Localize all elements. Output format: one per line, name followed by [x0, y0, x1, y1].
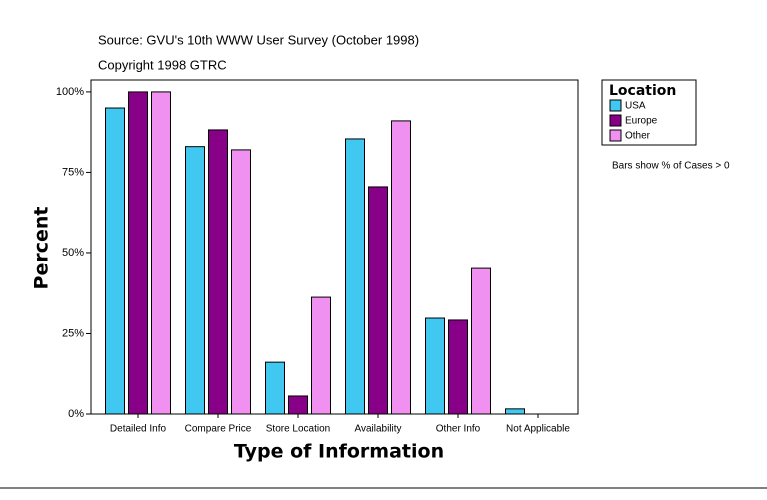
x-tick-label: Detailed Info — [110, 424, 167, 435]
y-tick-label: 25% — [62, 327, 84, 339]
bar — [311, 296, 331, 415]
bar — [208, 129, 228, 415]
bar — [391, 120, 411, 415]
x-tick-label: Not Applicable — [506, 424, 570, 435]
bar — [128, 91, 148, 415]
legend-swatch — [609, 129, 622, 142]
y-tick-label: 50% — [62, 247, 84, 259]
bar — [151, 91, 171, 415]
x-tick-label: Compare Price — [185, 424, 252, 435]
x-axis-title: Type of Information — [234, 441, 444, 463]
bar — [425, 317, 445, 415]
legend-swatch — [609, 99, 622, 112]
bar — [231, 149, 251, 415]
bar — [288, 395, 308, 415]
bar — [471, 267, 491, 415]
y-tick-label: 75% — [62, 166, 84, 178]
legend-label: USA — [625, 101, 646, 112]
x-tick-label: Availability — [354, 424, 401, 435]
bar — [448, 319, 468, 415]
note: Bars show % of Cases > 0 — [612, 161, 730, 172]
y-tick-label: 0% — [68, 408, 84, 420]
legend-title: Location — [609, 83, 676, 99]
bar — [368, 186, 388, 415]
bar — [345, 138, 365, 415]
copyright: Copyright 1998 GTRC — [98, 57, 227, 72]
bar — [185, 146, 205, 415]
legend-label: Europe — [625, 116, 658, 127]
bar — [265, 361, 285, 415]
legend-label: Other — [625, 131, 651, 142]
bar — [505, 408, 525, 415]
y-axis-title: Percent — [31, 207, 53, 290]
subtitle: Source: GVU's 10th WWW User Survey (Octo… — [98, 32, 419, 47]
plot-frame — [90, 79, 579, 415]
bar — [105, 107, 125, 415]
x-tick-label: Store Location — [266, 424, 331, 435]
y-tick-label: 100% — [56, 86, 84, 98]
legend-swatch — [609, 114, 622, 127]
x-tick-label: Other Info — [436, 424, 481, 435]
